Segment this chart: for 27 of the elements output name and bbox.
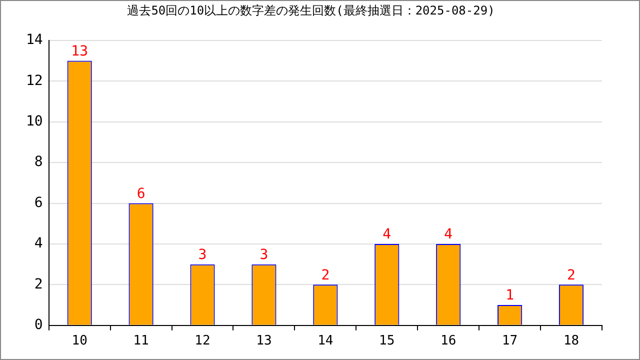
x-tick-label: 11 — [133, 334, 149, 349]
x-tick-label: 18 — [563, 334, 580, 349]
data-label: 2 — [321, 267, 330, 284]
data-label: 4 — [382, 226, 392, 243]
data-label: 13 — [71, 43, 88, 60]
y-tick-label: 2 — [34, 276, 43, 292]
x-tick-label: 14 — [318, 334, 334, 349]
y-tick-label: 12 — [26, 72, 43, 89]
data-label: 2 — [567, 267, 576, 284]
y-tick-label: 10 — [26, 113, 43, 130]
y-tick-label: 8 — [34, 154, 43, 170]
x-tick-label: 13 — [256, 334, 272, 349]
x-tick-label: 10 — [72, 334, 88, 349]
x-tick-label: 15 — [379, 334, 395, 349]
y-tick-label: 0 — [34, 317, 43, 334]
x-tick-label: 16 — [440, 334, 456, 349]
x-tick-label: 17 — [502, 334, 518, 349]
data-label: 1 — [506, 288, 514, 304]
y-tick-label: 6 — [34, 194, 43, 211]
x-tick-label: 12 — [194, 334, 210, 349]
y-tick-label: 14 — [26, 32, 43, 48]
y-tick-label: 4 — [34, 236, 43, 252]
data-label: 3 — [198, 246, 207, 263]
data-label: 3 — [260, 246, 268, 263]
data-label: 6 — [136, 186, 146, 202]
data-label: 4 — [444, 226, 453, 243]
chart-title: 過去50回の10以上の数字差の発生回数(最終抽選日：2025-08-29) — [127, 3, 495, 18]
